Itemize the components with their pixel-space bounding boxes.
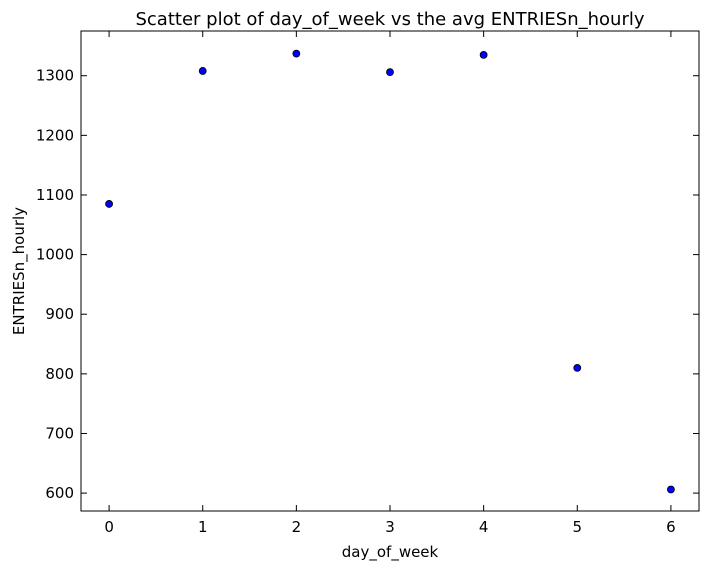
x-tick-label: 3 — [385, 518, 395, 536]
y-tick-label: 900 — [45, 305, 74, 323]
x-tick-label: 5 — [572, 518, 582, 536]
data-point — [198, 67, 207, 75]
y-tick-label: 800 — [45, 365, 74, 383]
y-tick-label: 1000 — [36, 246, 74, 264]
x-axis-label: day_of_week — [342, 543, 439, 562]
plot-area: 0 1 2 3 4 5 6 600 700 800 900 1000 1100 1200 1300 — [36, 30, 700, 536]
y-tick-label: 1100 — [36, 186, 74, 204]
data-point — [573, 363, 582, 372]
data-point — [386, 68, 394, 77]
y-tick-label: 1200 — [36, 126, 74, 144]
x-tick-label: 2 — [292, 518, 302, 536]
x-tick-label: 6 — [666, 518, 676, 536]
data-point — [292, 49, 301, 58]
y-axis-label: ENTRIESn_hourly — [10, 207, 29, 335]
y-tick-label: 600 — [45, 484, 74, 502]
data-point — [667, 485, 675, 494]
y-tick-label: 1300 — [36, 67, 74, 85]
x-tick-label: 0 — [104, 518, 114, 536]
chart-title: Scatter plot of day_of_week vs the avg E… — [135, 9, 644, 30]
y-tick-label: 700 — [45, 424, 74, 442]
x-tick-label: 4 — [479, 518, 489, 536]
data-point — [105, 200, 113, 208]
data-point — [479, 50, 488, 59]
x-tick-label: 1 — [198, 518, 208, 536]
